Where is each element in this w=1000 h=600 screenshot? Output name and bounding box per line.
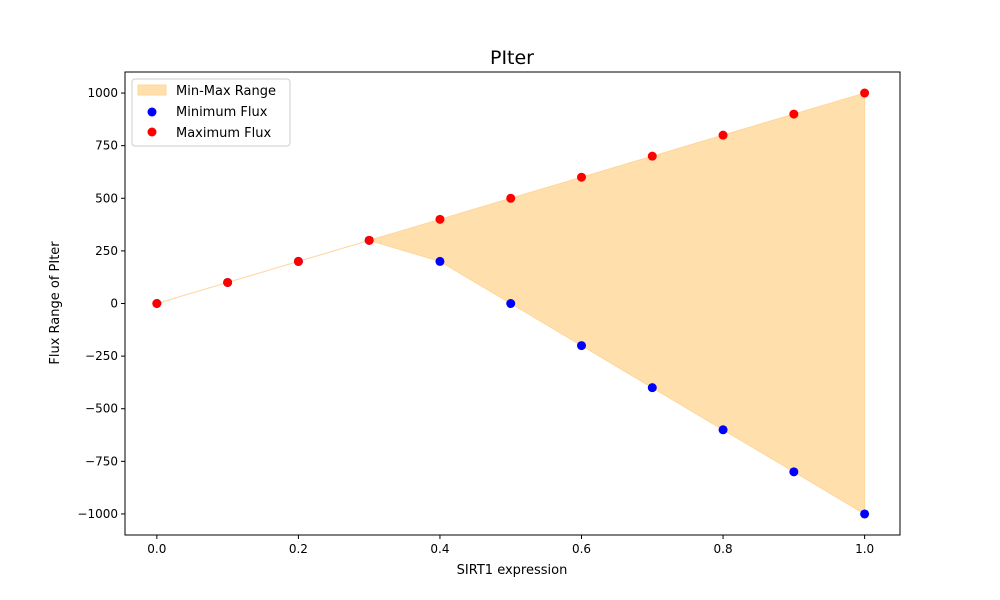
maximum-flux-point-8: [718, 130, 728, 140]
legend-label-range: Min-Max Range: [176, 84, 276, 99]
minimum-flux-point-5: [506, 299, 516, 308]
maximum-flux-point-10: [860, 88, 870, 98]
legend-max-marker: [147, 127, 157, 137]
plot-area: [152, 88, 870, 519]
legend: Min-Max Range Minimum Flux Maximum Flux: [131, 78, 291, 147]
x-tick-label-0: 0.0: [147, 542, 166, 556]
legend-box: [131, 78, 291, 147]
legend-label-max: Maximum Flux: [176, 126, 272, 141]
maximum-flux-point-7: [647, 151, 657, 161]
maximum-flux-point-4: [435, 214, 445, 224]
maximum-flux-point-0: [152, 299, 162, 308]
y-tick-label-6: 500: [95, 191, 118, 205]
x-axis: 0.0 0.2 0.4 0.6 0.8 1.0: [147, 535, 874, 556]
maximum-flux-point-5: [506, 193, 516, 203]
legend-label-min: Minimum Flux: [176, 105, 268, 120]
maximum-flux-point-1: [223, 277, 233, 287]
minimum-flux-point-6: [577, 341, 587, 351]
maximum-flux-series: [152, 88, 870, 308]
y-tick-label-5: 250: [95, 244, 118, 258]
y-tick-label-4: 0: [110, 297, 118, 311]
x-tick-label-5: 1.0: [855, 542, 874, 556]
minimum-flux-point-8: [718, 425, 728, 435]
y-axis-label: Flux Range of PIter: [48, 241, 63, 365]
maximum-flux-point-6: [577, 172, 587, 182]
minimum-flux-point-7: [647, 383, 657, 393]
y-tick-label-2: −500: [85, 402, 118, 416]
legend-range-swatch: [137, 84, 167, 96]
x-axis-label: SIRT1 expression: [457, 563, 568, 578]
maximum-flux-point-9: [789, 109, 799, 119]
minimum-flux-point-9: [789, 467, 799, 477]
legend-min-marker: [147, 107, 157, 117]
x-tick-label-4: 0.8: [714, 542, 733, 556]
minimum-flux-point-4: [435, 256, 445, 266]
y-tick-label-7: 750: [95, 139, 118, 153]
y-tick-label-8: 1000: [87, 86, 118, 100]
y-tick-label-1: −750: [85, 454, 118, 468]
x-tick-label-1: 0.2: [289, 542, 308, 556]
x-tick-label-3: 0.6: [572, 542, 591, 556]
maximum-flux-point-3: [364, 235, 374, 245]
y-tick-label-0: −1000: [77, 507, 118, 521]
y-axis: −1000 −750 −500 −250 0 250 500 750 1000: [77, 86, 125, 521]
maximum-flux-point-2: [293, 256, 303, 266]
minimum-flux-point-10: [860, 509, 870, 519]
y-tick-label-3: −250: [85, 349, 118, 363]
x-tick-label-2: 0.4: [430, 542, 449, 556]
chart-title: PIter: [490, 47, 534, 69]
